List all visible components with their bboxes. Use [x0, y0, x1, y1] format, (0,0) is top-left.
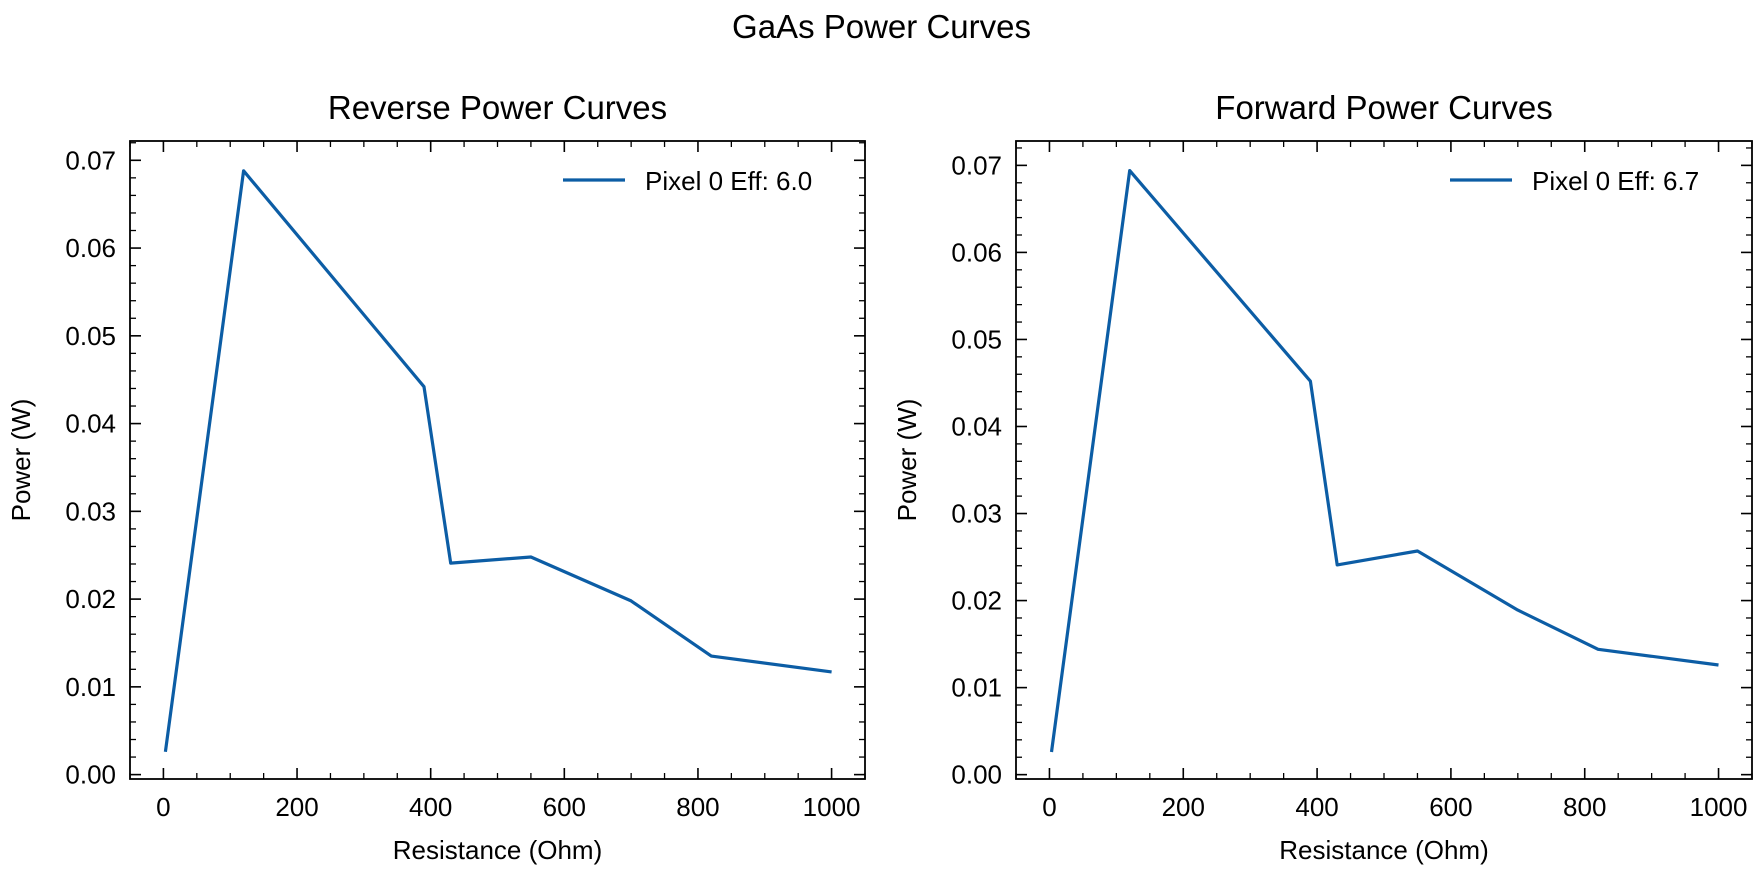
- chart-0-x-tick-label: 0: [156, 792, 170, 822]
- chart-0-y-tick-label: 0.04: [65, 409, 116, 439]
- chart-1-x-tick-label: 0: [1042, 792, 1056, 822]
- chart-0: Reverse Power Curves Resistance (Ohm) Powe…: [6, 89, 866, 865]
- chart-0-y-tick-label: 0.07: [65, 145, 116, 175]
- chart-1-x-tick-label: 200: [1162, 792, 1205, 822]
- chart-1-series-line: [1049, 169, 1719, 753]
- chart-1-y-tick-label: 0.00: [951, 760, 1002, 790]
- chart-1-y-tick-label: 0.06: [951, 237, 1002, 267]
- chart-1-title: Forward Power Curves: [1215, 89, 1552, 126]
- chart-0-title: Reverse Power Curves: [328, 89, 667, 126]
- chart-1-x-tick-label: 1000: [1690, 792, 1748, 822]
- chart-0-x-tick-label: 400: [409, 792, 452, 822]
- chart-0-y-tick-label: 0.01: [65, 672, 116, 702]
- chart-1-xlabel: Resistance (Ohm): [1279, 835, 1489, 865]
- chart-0-y-tick-label: 0.06: [65, 233, 116, 263]
- chart-0-legend-label: Pixel 0 Eff: 6.0: [645, 166, 812, 196]
- chart-1-y-tick-label: 0.01: [951, 673, 1002, 703]
- chart-1-legend: Pixel 0 Eff: 6.7: [1450, 166, 1699, 196]
- chart-1-x-tick-label: 600: [1429, 792, 1472, 822]
- chart-1-y-tick-label: 0.04: [951, 411, 1002, 441]
- chart-0-ylabel: Power (W): [6, 399, 36, 522]
- chart-1: Forward Power Curves Resistance (Ohm) Powe…: [892, 89, 1753, 865]
- chart-0-x-tick-label: 1000: [803, 792, 861, 822]
- chart-0-y-tick-label: 0.00: [65, 760, 116, 790]
- chart-0-x-tick-label: 200: [275, 792, 318, 822]
- chart-0-y-tick-label: 0.02: [65, 584, 116, 614]
- chart-0-series-line: [163, 169, 832, 753]
- chart-1-y-tick-label: 0.07: [951, 150, 1002, 180]
- figure-suptitle: GaAs Power Curves: [732, 8, 1031, 45]
- chart-1-x-tick-label: 400: [1295, 792, 1338, 822]
- chart-0-axes-frame: [129, 140, 866, 780]
- chart-1-ylabel: Power (W): [892, 399, 922, 522]
- chart-1-legend-label: Pixel 0 Eff: 6.7: [1532, 166, 1699, 196]
- chart-1-axes-frame: [1015, 140, 1753, 780]
- chart-0-x-tick-label: 800: [676, 792, 719, 822]
- chart-0-y-tick-label: 0.03: [65, 496, 116, 526]
- chart-0-x-tick-label: 600: [543, 792, 586, 822]
- chart-0-xlabel: Resistance (Ohm): [393, 835, 603, 865]
- chart-1-y-tick-label: 0.02: [951, 586, 1002, 616]
- chart-0-legend: Pixel 0 Eff: 6.0: [563, 166, 812, 196]
- chart-0-y-tick-label: 0.05: [65, 321, 116, 351]
- chart-1-y-tick-label: 0.03: [951, 499, 1002, 529]
- chart-1-x-tick-label: 800: [1563, 792, 1606, 822]
- chart-1-y-tick-label: 0.05: [951, 324, 1002, 354]
